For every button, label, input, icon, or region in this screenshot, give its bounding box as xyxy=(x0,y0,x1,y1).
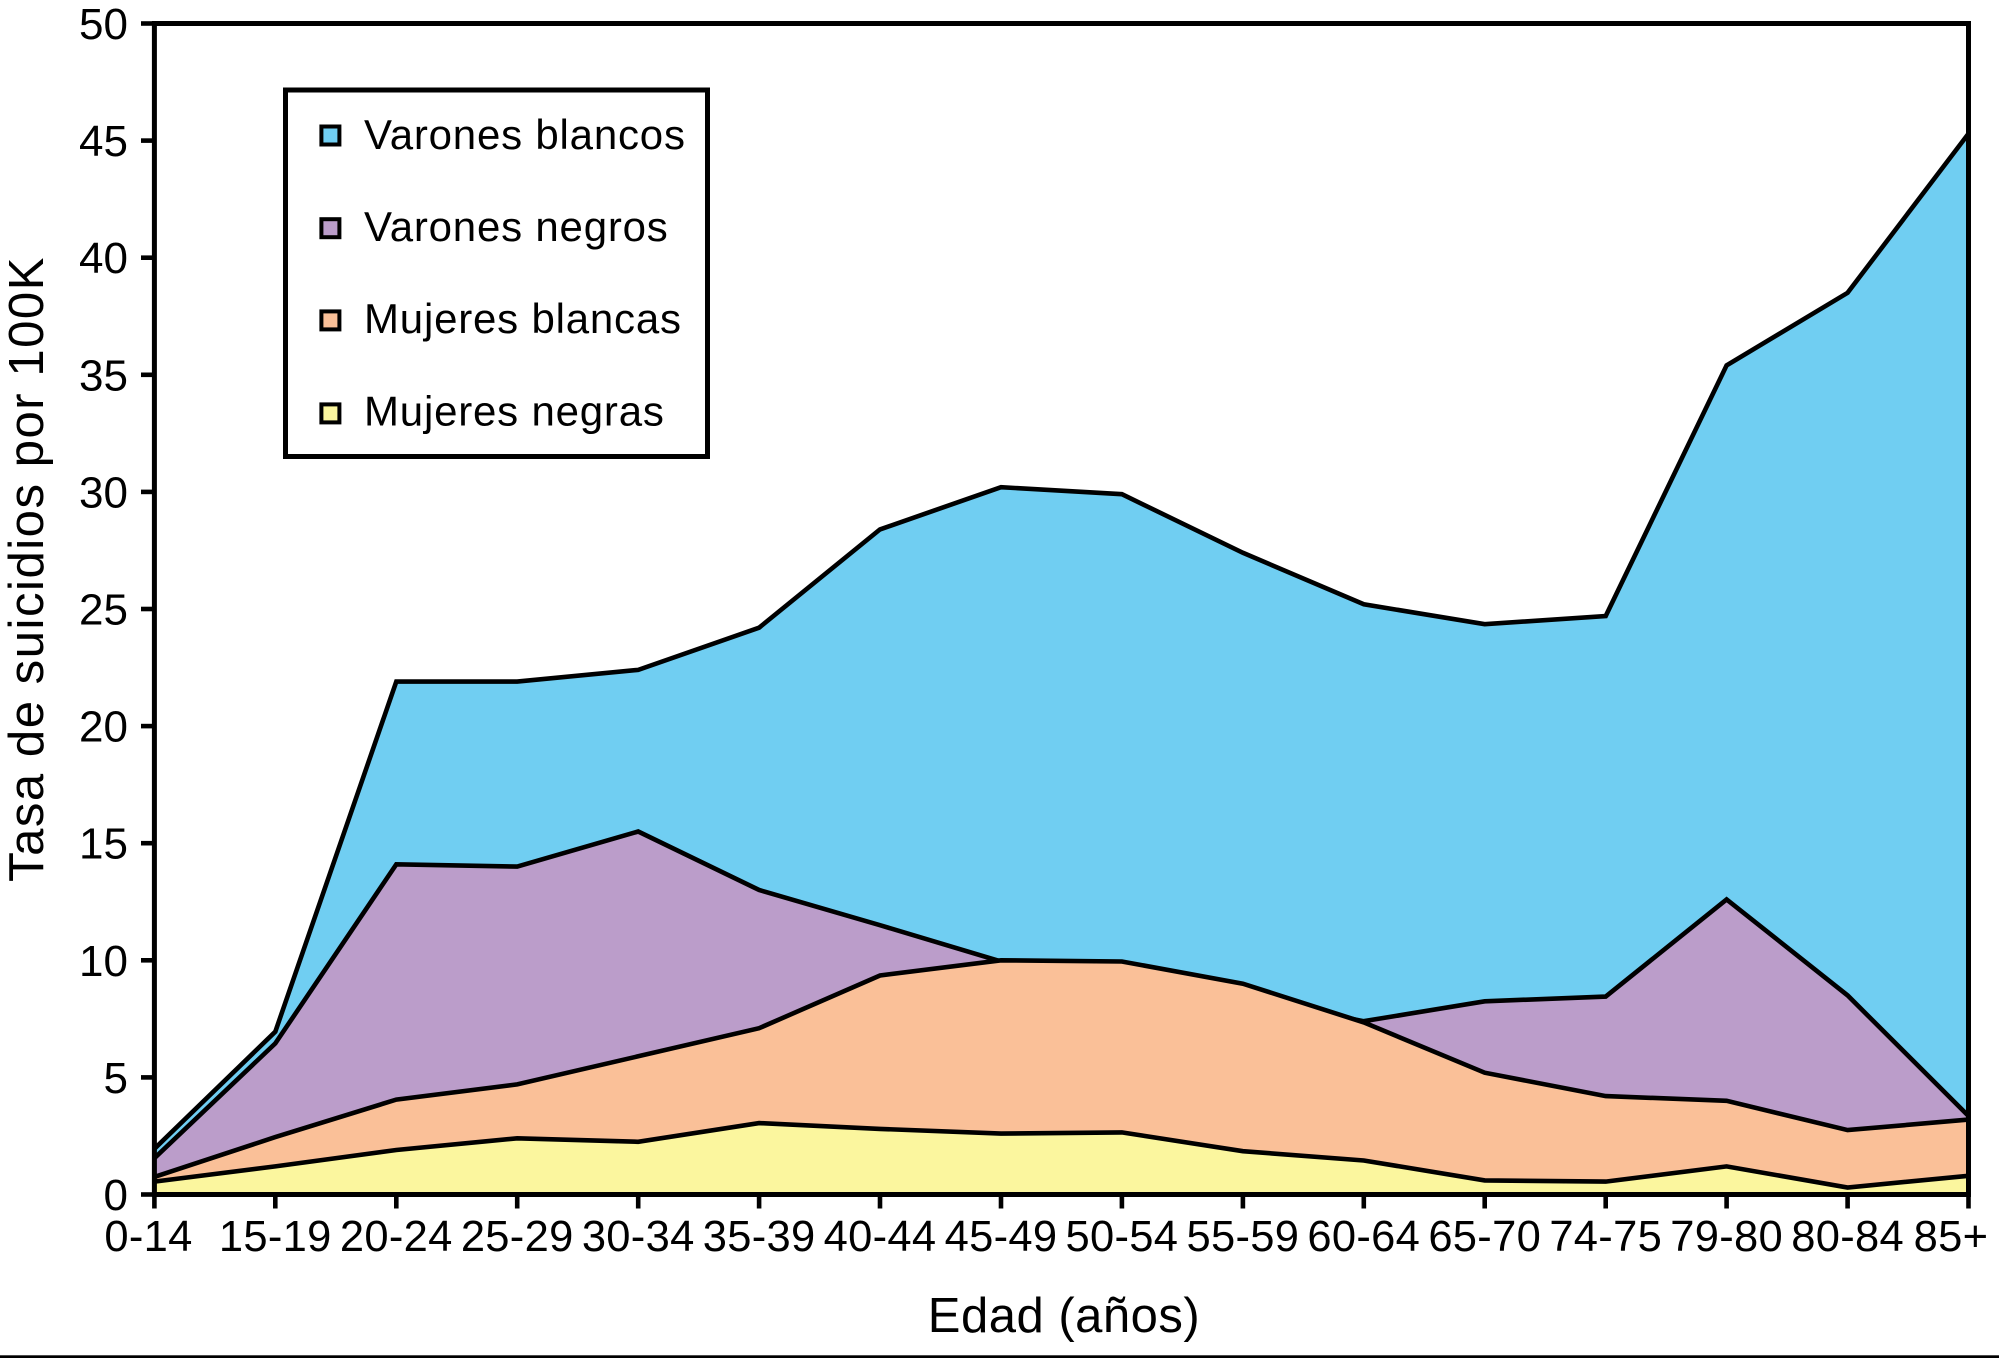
svg-text:79-80: 79-80 xyxy=(1670,1213,1783,1261)
svg-text:40: 40 xyxy=(79,234,128,283)
svg-text:50-54: 50-54 xyxy=(1066,1213,1179,1261)
svg-text:20: 20 xyxy=(79,703,128,752)
svg-text:25-29: 25-29 xyxy=(461,1213,574,1261)
svg-text:45: 45 xyxy=(79,117,128,166)
svg-text:35-39: 35-39 xyxy=(703,1213,816,1261)
svg-text:20-24: 20-24 xyxy=(340,1213,453,1261)
svg-text:Mujeres blancas: Mujeres blancas xyxy=(364,295,682,342)
svg-text:40-44: 40-44 xyxy=(824,1213,937,1261)
svg-text:50: 50 xyxy=(79,0,128,49)
svg-text:45-49: 45-49 xyxy=(945,1213,1058,1261)
svg-text:Mujeres negras: Mujeres negras xyxy=(364,388,665,435)
svg-text:5: 5 xyxy=(104,1054,128,1103)
svg-text:Varones blancos: Varones blancos xyxy=(364,111,686,158)
svg-text:30-34: 30-34 xyxy=(582,1213,695,1261)
svg-text:65-70: 65-70 xyxy=(1428,1213,1541,1261)
svg-text:Tasa de suicidios por 100K: Tasa de suicidios por 100K xyxy=(0,256,54,882)
svg-text:85+: 85+ xyxy=(1914,1213,1989,1261)
svg-text:0: 0 xyxy=(104,1171,128,1220)
svg-text:30: 30 xyxy=(79,468,128,517)
svg-text:80-84: 80-84 xyxy=(1791,1213,1904,1261)
svg-text:Edad (años): Edad (años) xyxy=(928,1289,1200,1343)
svg-text:35: 35 xyxy=(79,351,128,400)
svg-text:10: 10 xyxy=(79,937,128,986)
svg-text:15: 15 xyxy=(79,820,128,869)
svg-text:25: 25 xyxy=(79,586,128,635)
svg-text:0-14: 0-14 xyxy=(104,1213,192,1261)
svg-text:60-64: 60-64 xyxy=(1307,1213,1420,1261)
svg-text:74-75: 74-75 xyxy=(1549,1213,1662,1261)
svg-text:Varones negros: Varones negros xyxy=(364,203,669,250)
svg-text:15-19: 15-19 xyxy=(219,1213,332,1261)
svg-text:55-59: 55-59 xyxy=(1187,1213,1300,1261)
